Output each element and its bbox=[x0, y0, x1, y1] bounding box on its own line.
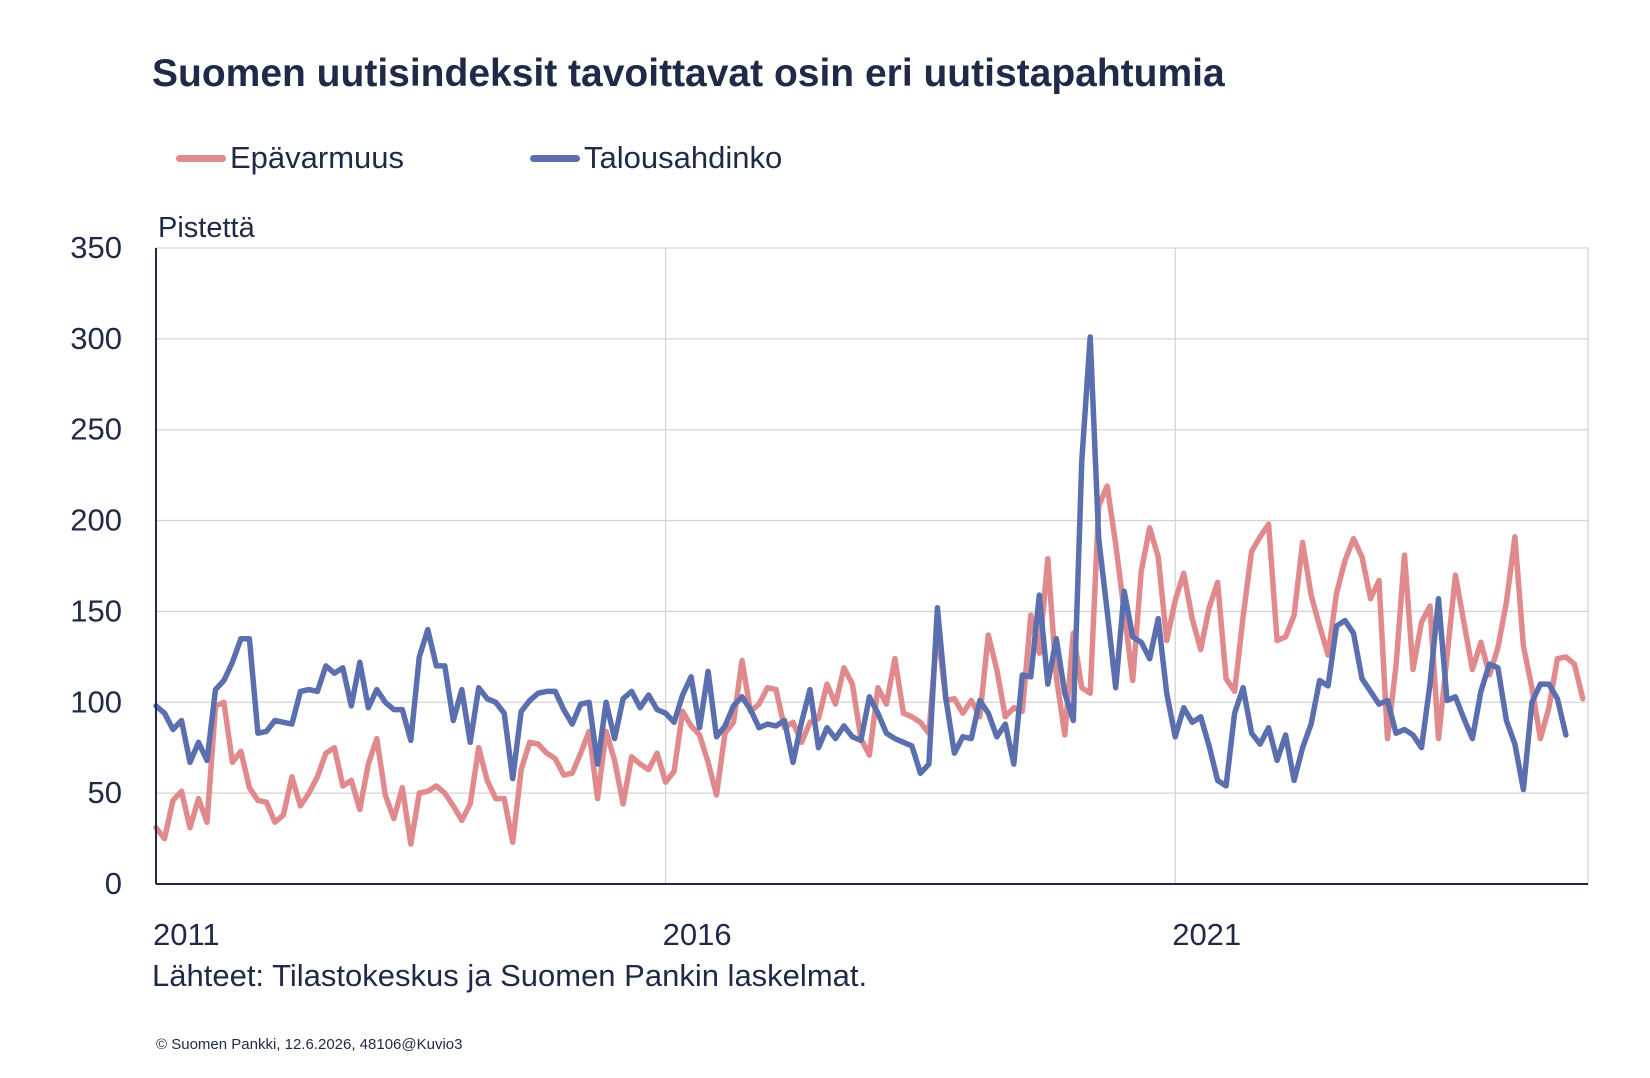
source-note: Lähteet: Tilastokeskus ja Suomen Pankin … bbox=[152, 958, 868, 993]
chart-gridlines bbox=[156, 247, 1589, 884]
x-tick-label: 2016 bbox=[663, 917, 732, 952]
y-tick-label: 200 bbox=[70, 503, 122, 538]
y-tick-label: 250 bbox=[70, 412, 122, 447]
series-line-epavarmuus bbox=[153, 483, 1586, 847]
chart-title: Suomen uutisindeksit tavoittavat osin er… bbox=[152, 52, 1225, 95]
y-tick-label: 50 bbox=[88, 775, 122, 810]
x-tick-label: 2011 bbox=[153, 917, 220, 952]
series-line-talousahdinko bbox=[153, 334, 1569, 793]
chart-series bbox=[153, 334, 1586, 847]
y-tick-label: 350 bbox=[70, 230, 122, 265]
y-tick-label: 100 bbox=[70, 684, 122, 719]
legend-label-epavarmuus: Epävarmuus bbox=[230, 140, 405, 175]
chart-axes bbox=[155, 248, 1588, 885]
x-axis-ticks: 2011 2016 2021 bbox=[153, 917, 1241, 952]
legend-swatch-epavarmuus bbox=[176, 154, 226, 162]
legend-label-talousahdinko: Talousahdinko bbox=[584, 140, 783, 175]
y-axis-ticks: 0 50 100 150 200 250 300 350 bbox=[70, 230, 122, 901]
y-tick-label: 300 bbox=[70, 321, 122, 356]
copyright-note: © Suomen Pankki, 12.6.2026, 48106@Kuvio3 bbox=[156, 1036, 463, 1053]
legend-swatch-talousahdinko bbox=[530, 154, 581, 162]
y-tick-label: 150 bbox=[70, 593, 122, 628]
y-tick-label: 0 bbox=[105, 866, 122, 901]
y-axis-unit-label: Pistettä bbox=[158, 212, 255, 244]
x-tick-label: 2021 bbox=[1172, 917, 1241, 952]
chart-legend: Epävarmuus Talousahdinko bbox=[176, 138, 908, 178]
legend-item-epavarmuus[interactable]: Epävarmuus bbox=[176, 140, 404, 176]
legend-item-talousahdinko[interactable]: Talousahdinko bbox=[530, 140, 782, 176]
